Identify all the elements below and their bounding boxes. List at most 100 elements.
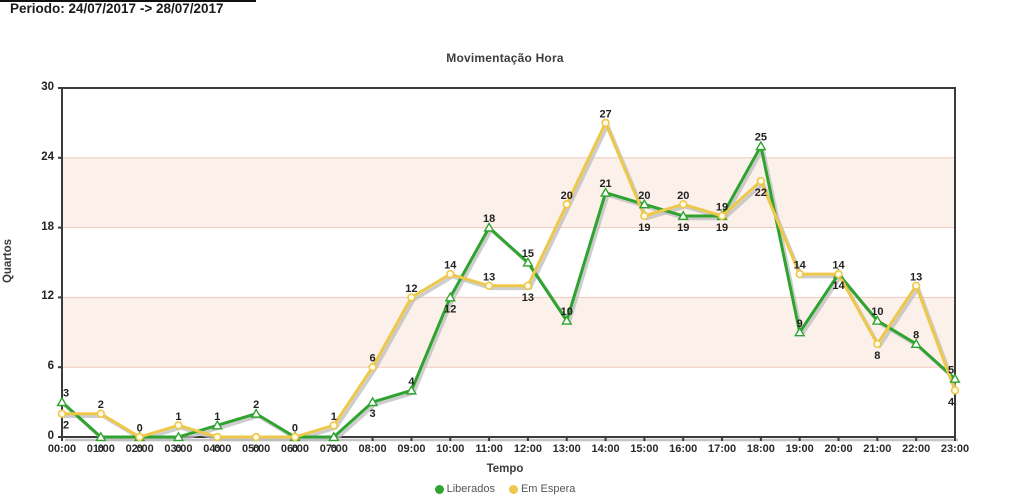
- data-label: 8: [913, 329, 919, 341]
- circle-marker-icon: [523, 281, 533, 290]
- triangle-marker-icon: [910, 338, 922, 349]
- legend: Liberados Em Espera: [0, 483, 1010, 495]
- x-tick-label: 01:00: [86, 443, 115, 455]
- data-label: 27: [599, 108, 611, 120]
- x-tick-label: 20:00: [824, 443, 853, 455]
- em-espera-line: [62, 121, 957, 439]
- data-label: 13: [910, 271, 922, 283]
- liberados-line: [60, 144, 957, 439]
- circle-marker-icon: [562, 200, 571, 209]
- triangle-marker-icon: [95, 431, 107, 442]
- circle-marker-icon: [911, 281, 921, 290]
- circle-marker-icon: [174, 421, 183, 430]
- x-axis-title: Tempo: [486, 463, 524, 475]
- data-label: 0: [292, 443, 298, 455]
- circle-marker-icon: [834, 269, 843, 279]
- x-tick-label: 03:00: [164, 443, 193, 455]
- top-bar-fragment: [0, 0, 256, 2]
- circle-marker-icon: [135, 432, 144, 442]
- circle-marker-icon: [290, 432, 300, 442]
- data-label: 1: [331, 411, 337, 423]
- x-tick-label: 18:00: [746, 443, 775, 455]
- data-label: 13: [522, 292, 534, 304]
- x-tick-label: 10:00: [436, 443, 465, 455]
- x-tick-label: 06:00: [280, 443, 310, 455]
- triangle-marker-icon: [794, 326, 806, 337]
- legend-label-em-espera: Em Espera: [520, 483, 576, 495]
- triangle-marker-icon: [871, 315, 883, 325]
- x-tick-label: 19:00: [785, 443, 814, 455]
- data-label: 15: [522, 248, 534, 260]
- data-label: 12: [444, 303, 456, 315]
- x-tick-label: 02:00: [125, 443, 154, 455]
- data-label: 13: [483, 271, 495, 283]
- liberados-marker-icon: [434, 484, 444, 494]
- data-label: 12: [405, 283, 417, 295]
- x-tick-label: 16:00: [669, 443, 698, 455]
- y-tick-label: 30: [41, 81, 54, 93]
- circle-marker-icon: [756, 176, 766, 186]
- x-tick-label: 00:00: [47, 443, 77, 455]
- circle-marker-icon: [251, 432, 261, 442]
- circle-marker-icon: [368, 363, 377, 372]
- triangle-marker-icon: [56, 396, 68, 407]
- triangle-marker-icon: [522, 256, 534, 267]
- x-tick-label: 15:00: [630, 443, 659, 455]
- data-label: 2: [98, 399, 104, 411]
- data-label: 9: [797, 318, 803, 330]
- data-label: 14: [794, 260, 807, 272]
- em-espera-line-shadow: [64, 123, 959, 442]
- data-label: 0: [137, 443, 143, 455]
- triangle-marker-icon: [949, 373, 961, 383]
- data-label: 1: [175, 411, 181, 423]
- band-stripe: [61, 296, 956, 368]
- x-tick-label: 22:00: [902, 443, 931, 455]
- x-tick-label: 08:00: [358, 443, 387, 455]
- x-tick-label: 09:00: [397, 443, 426, 455]
- data-label: 25: [755, 132, 767, 144]
- circle-marker-icon: [873, 339, 882, 349]
- y-tick-label: 18: [41, 220, 54, 233]
- chart-title: Movimentação Hora: [446, 51, 564, 65]
- circle-marker-icon: [795, 269, 804, 279]
- circle-marker-icon: [213, 432, 222, 442]
- data-label: 19: [677, 222, 689, 234]
- x-tick-label: 13:00: [552, 443, 581, 455]
- data-label: 18: [483, 213, 495, 225]
- data-label: 5: [948, 364, 954, 376]
- circle-marker-icon: [950, 386, 960, 395]
- triangle-marker-icon: [211, 419, 223, 430]
- data-label: 4: [408, 376, 415, 388]
- circle-marker-icon: [446, 269, 455, 279]
- triangle-marker-icon: [328, 431, 340, 442]
- data-label: 1: [214, 411, 220, 423]
- data-label: 4: [948, 396, 955, 408]
- circle-marker-icon: [407, 293, 416, 302]
- data-label: 19: [716, 201, 728, 213]
- band-stripe: [61, 157, 956, 229]
- data-label: 0: [214, 443, 220, 455]
- circle-marker-icon: [679, 200, 688, 209]
- data-label: 20: [638, 190, 650, 202]
- data-label: 0: [137, 423, 143, 435]
- legend-label-liberados: Liberados: [446, 483, 495, 495]
- data-label: 0: [175, 443, 181, 455]
- data-label: 0: [292, 423, 298, 435]
- triangle-marker-icon: [677, 210, 689, 221]
- data-label: 19: [638, 222, 650, 234]
- data-label: 10: [561, 306, 573, 318]
- data-label: 8: [874, 350, 880, 362]
- x-tick-label: 05:00: [242, 443, 271, 455]
- data-label: 0: [253, 443, 259, 455]
- circle-marker-icon: [640, 211, 649, 221]
- triangle-marker-icon: [561, 315, 573, 325]
- y-tick-label: 6: [47, 360, 54, 373]
- triangle-marker-icon: [638, 198, 651, 209]
- x-tick-label: 17:00: [707, 443, 737, 455]
- triangle-marker-icon: [172, 431, 185, 442]
- data-label: 20: [561, 190, 573, 202]
- data-label: 14: [832, 280, 845, 292]
- triangle-marker-icon: [599, 187, 612, 197]
- x-tick-label: 07:00: [319, 443, 348, 455]
